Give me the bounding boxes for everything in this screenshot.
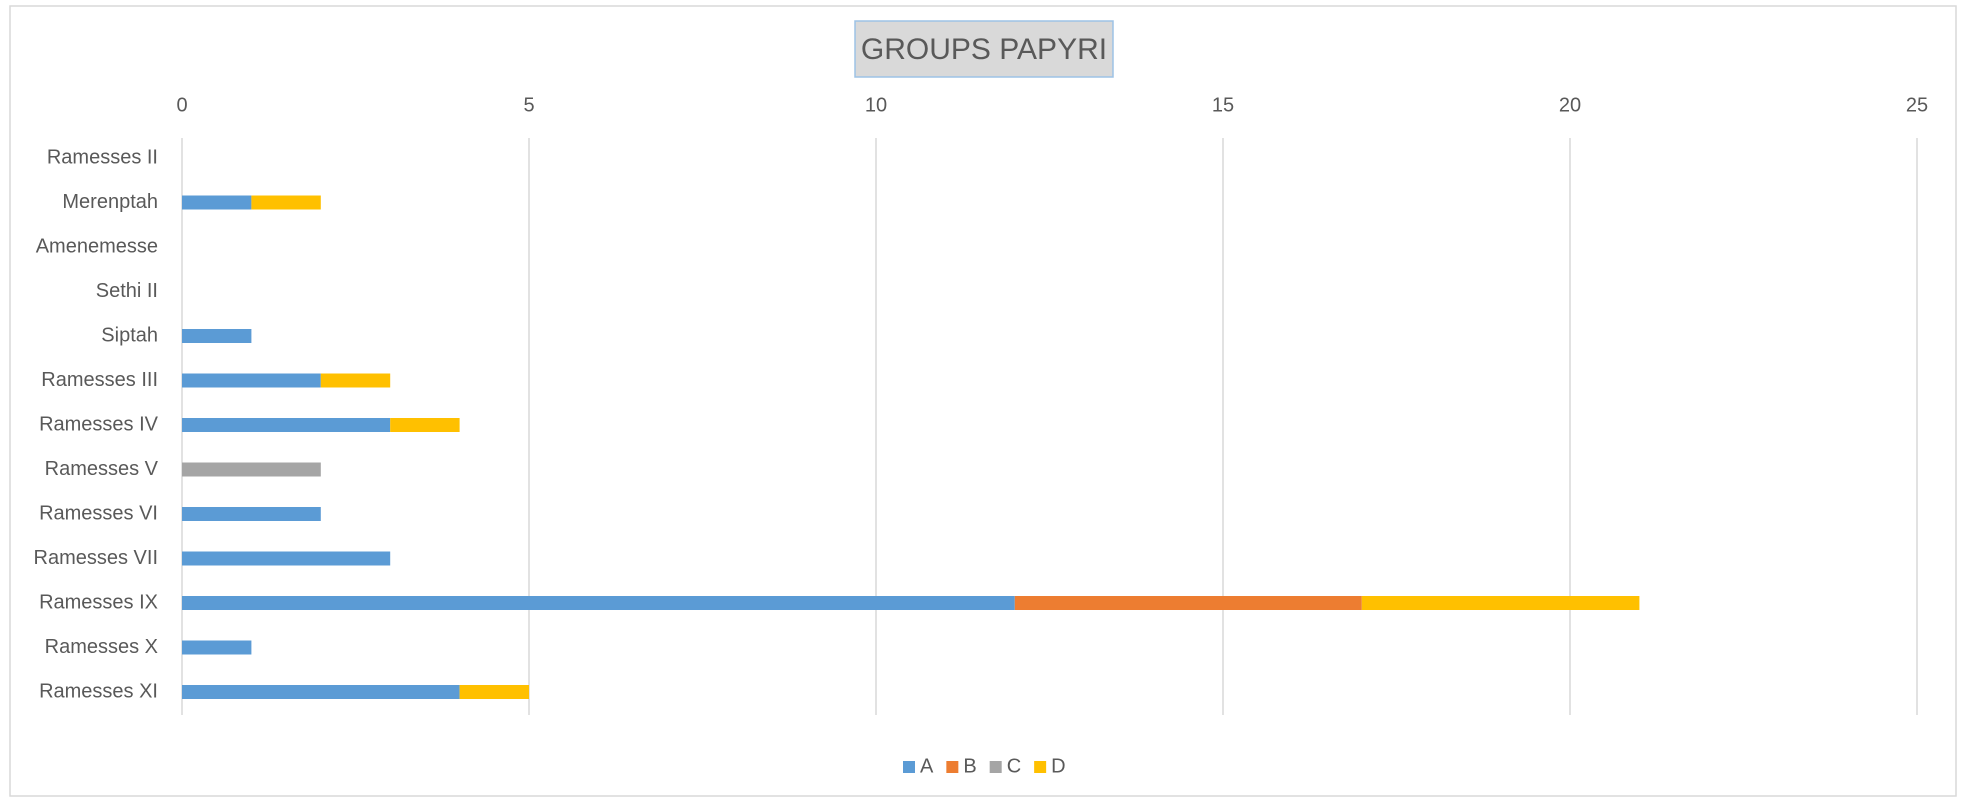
legend-label: B [963,755,976,777]
bar-segment [182,551,391,566]
y-tick-label: Sethi II [96,280,158,302]
bar-segment [1361,596,1640,610]
bar-segment [251,195,321,210]
bar-segment [182,596,1015,610]
bar-segment [459,685,529,699]
legend-label: C [1007,755,1021,777]
x-tick-label: 15 [1212,94,1234,116]
bar-segment [182,507,321,521]
chart-frame [9,5,1957,797]
x-tick-label: 20 [1559,94,1581,116]
bar-segment [1014,596,1362,610]
bar-segment [320,373,391,388]
legend-swatch [946,761,959,773]
bar-segment [182,373,321,388]
y-tick-label: Ramesses V [45,458,159,480]
x-tick-label: 10 [865,94,887,116]
y-tick-label: Merenptah [62,191,158,213]
x-tick-label: 5 [523,94,534,116]
bar-segment [182,195,252,210]
y-tick-label: Ramesses IX [39,591,158,613]
bar-segment [182,462,321,477]
y-tick-label: Siptah [101,324,158,346]
legend-label: D [1051,755,1065,777]
y-tick-label: Ramesses IV [39,413,159,435]
x-tick-label: 0 [176,94,187,116]
y-tick-label: Ramesses X [45,636,158,658]
legend-swatch [989,761,1002,773]
bar-segment [182,640,252,655]
y-tick-label: Ramesses II [47,146,158,168]
legend-label: A [920,755,934,777]
y-tick-label: Ramesses XI [39,680,158,702]
bar-segment [182,329,252,343]
y-tick-label: Ramesses VI [39,502,158,524]
legend-swatch [903,761,915,773]
legend-swatch [1034,761,1047,773]
bar-segment [390,418,460,432]
title-box [854,20,1114,78]
bar-segment [182,685,460,699]
y-tick-label: Amenemesse [36,235,158,257]
bar-segment [182,418,391,432]
y-tick-label: Ramesses VII [34,547,158,569]
y-tick-label: Ramesses III [41,369,158,391]
chart-title: GROUPS PAPYRI [861,33,1107,66]
x-tick-label: 25 [1906,94,1928,116]
